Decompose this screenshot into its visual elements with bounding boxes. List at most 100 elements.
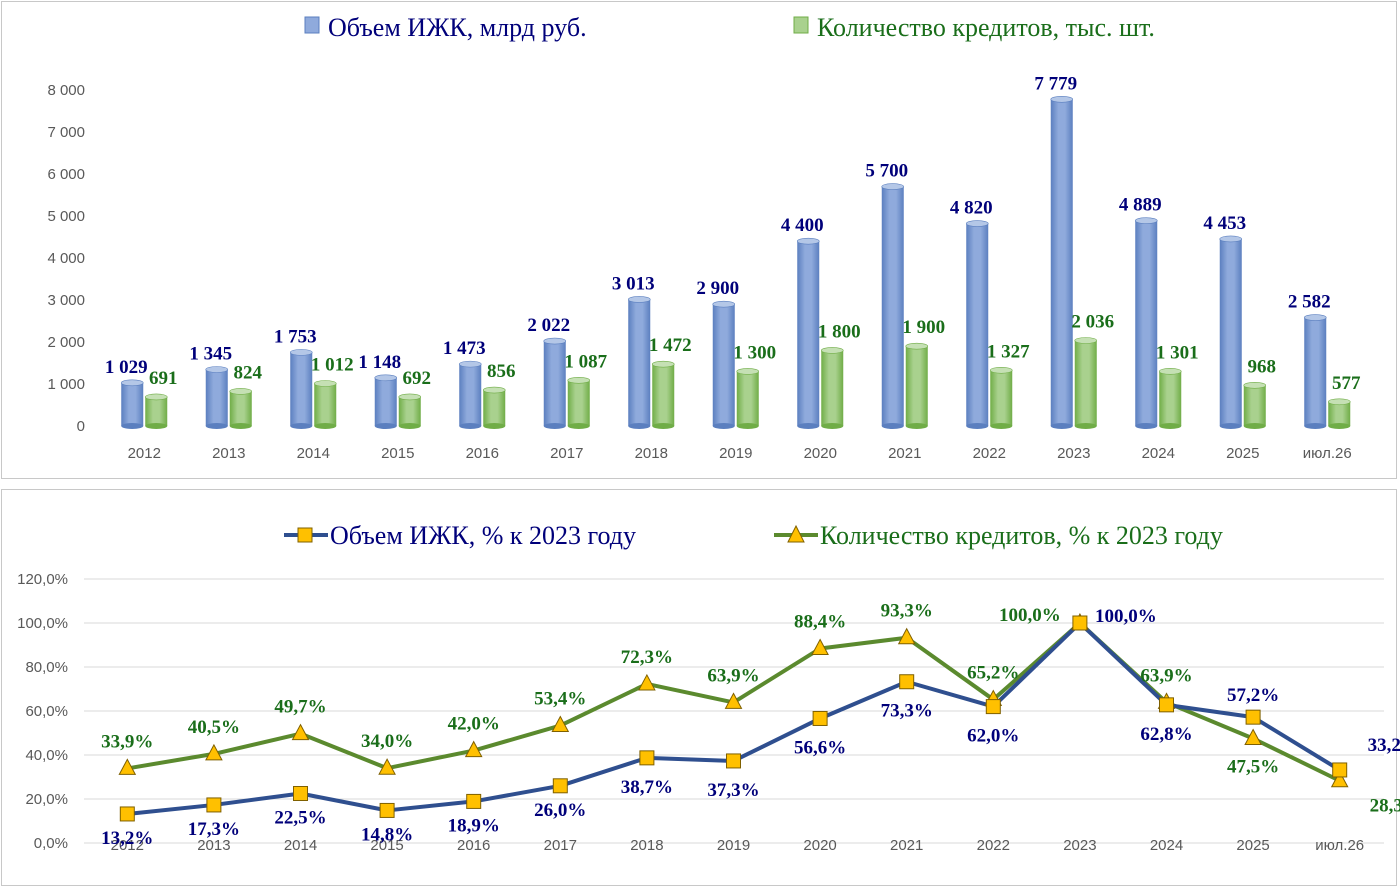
marker-count: [724, 692, 743, 709]
data-label-volume: 3 013: [612, 273, 655, 294]
x-tick-label: 2018: [630, 837, 663, 854]
data-label-volume: 4 820: [950, 198, 993, 219]
bar-volume: [289, 349, 313, 429]
bar-volume: [627, 296, 651, 429]
bar-count: [1158, 368, 1182, 429]
bar-volume: [205, 366, 229, 429]
bar-count: [651, 360, 675, 429]
data-label-count: 1 300: [733, 342, 776, 363]
data-label-count-pct: 63,9%: [1140, 665, 1192, 686]
data-label-volume: 2 582: [1288, 292, 1331, 313]
x-tick-label: 2021: [890, 837, 923, 854]
bar-count: [736, 368, 760, 429]
y-tick-label: 3 000: [47, 292, 85, 309]
line-chart-legend: Объем ИЖК, % к 2023 году Количество кред…: [284, 521, 1223, 550]
x-tick-label: 2020: [804, 445, 837, 462]
marker-count: [811, 638, 829, 656]
x-tick-label: 2012: [128, 445, 161, 462]
data-label-volume: 1 148: [358, 352, 401, 373]
bar-volume: [965, 220, 989, 429]
bar-volume: [1219, 235, 1243, 429]
legend-swatch-count: [793, 16, 809, 34]
marker-count: [291, 723, 310, 741]
y-tick-label: 1 000: [47, 376, 85, 393]
data-label-count: 1 900: [902, 317, 945, 338]
marker-volume: [1072, 615, 1088, 631]
data-label-volume: 2 900: [696, 278, 739, 299]
x-tick-label: 2016: [466, 445, 499, 462]
y-tick-label: 7 000: [47, 124, 85, 141]
data-label-count-pct: 34,0%: [361, 731, 413, 752]
marker-count: [897, 627, 916, 645]
legend-label-volume: Объем ИЖК, млрд руб.: [328, 13, 587, 42]
data-label-count-pct: 53,4%: [534, 689, 586, 710]
bar-volume: [374, 374, 398, 429]
data-label-volume-pct: 14,8%: [361, 824, 413, 845]
x-tick-label: 2023: [1057, 445, 1090, 462]
x-tick-label: 2019: [719, 445, 752, 462]
data-label-count: 1 087: [564, 351, 607, 372]
data-label-count-pct: 42,0%: [448, 714, 500, 735]
marker-volume: [985, 699, 1001, 715]
data-label-count-pct: 63,9%: [707, 665, 759, 686]
data-label-volume-pct: 100,0%: [1095, 606, 1157, 627]
bar-count: [820, 347, 844, 429]
bar-count: [482, 386, 506, 429]
data-label-count-pct: 28,3%: [1370, 796, 1400, 817]
data-label-volume-pct: 73,3%: [881, 701, 933, 722]
marker-volume: [119, 806, 135, 822]
data-label-volume-pct: 33,2%: [1368, 735, 1400, 756]
y-tick-label: 5 000: [47, 208, 85, 225]
data-label-volume-pct: 13,2%: [101, 828, 153, 849]
x-tick-label: 2013: [197, 837, 230, 854]
data-label-volume: 4 889: [1119, 195, 1162, 216]
marker-count: [638, 673, 656, 691]
bar-count: [1243, 382, 1267, 429]
x-tick-label: 2019: [717, 837, 750, 854]
marker-count: [1330, 770, 1349, 788]
x-tick-label: 2015: [370, 837, 403, 854]
data-label-volume: 1 473: [443, 338, 486, 359]
x-tick-label: 2024: [1142, 445, 1175, 462]
data-label-count: 692: [403, 368, 432, 389]
data-label-volume: 1 029: [105, 357, 148, 378]
x-tick-label: 2017: [550, 445, 583, 462]
data-label-volume: 4 453: [1203, 213, 1246, 234]
x-tick-label: 2021: [888, 445, 921, 462]
data-label-count-pct: 65,2%: [967, 663, 1019, 684]
data-label-count: 1 301: [1156, 342, 1199, 363]
legend-label-count: Количество кредитов, тыс. шт.: [817, 13, 1155, 42]
data-label-volume-pct: 26,0%: [534, 800, 586, 821]
x-tick-label: 2012: [111, 837, 144, 854]
x-tick-label: 2022: [973, 445, 1006, 462]
marker-count: [464, 740, 483, 758]
data-label-count: 577: [1332, 373, 1361, 394]
x-tick-label: июл.26: [1315, 837, 1364, 854]
data-label-count-pct: 49,7%: [274, 697, 326, 718]
marker-volume: [293, 786, 308, 801]
marker-volume: [726, 753, 741, 769]
data-label-count-pct: 40,5%: [188, 717, 240, 738]
x-tick-label: 2025: [1226, 445, 1259, 462]
data-label-volume-pct: 57,2%: [1227, 685, 1279, 706]
bar-volume: [881, 183, 905, 429]
bar-count: [1074, 337, 1098, 429]
legend-label-count-pct: Количество кредитов, % к 2023 году: [820, 521, 1223, 550]
data-label-volume-pct: 62,0%: [967, 726, 1019, 747]
bar-count: [567, 377, 591, 429]
data-label-volume: 1 345: [189, 344, 232, 365]
bar-chart: Объем ИЖК, млрд руб. Количество кредитов…: [47, 13, 1361, 462]
y-tick-label: 8 000: [47, 82, 85, 99]
data-label-count-pct: 33,9%: [101, 731, 153, 752]
legend-label-volume-pct: Объем ИЖК, % к 2023 году: [330, 521, 636, 550]
data-label-count: 1 327: [987, 341, 1030, 362]
y-tick-label: 6 000: [47, 166, 85, 183]
bar-count: [313, 380, 337, 429]
x-tick-label: 2023: [1063, 837, 1096, 854]
x-tick-label: 2024: [1150, 837, 1183, 854]
bar-count: [1327, 398, 1351, 429]
bar-volume: [458, 360, 482, 429]
data-label-volume-pct: 22,5%: [274, 808, 326, 829]
bar-volume: [1303, 314, 1327, 429]
bar-volume: [712, 300, 736, 429]
